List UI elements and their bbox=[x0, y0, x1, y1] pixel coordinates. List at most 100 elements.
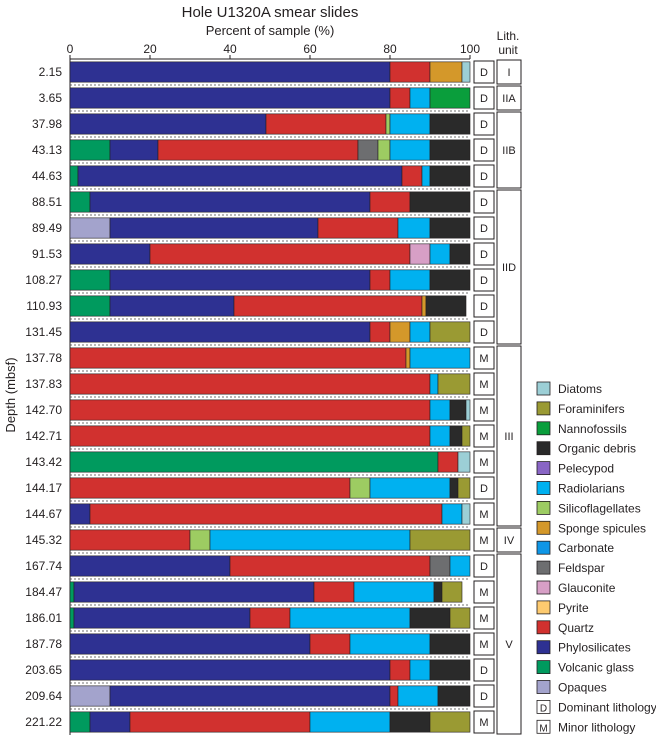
lithology-code-box bbox=[473, 632, 495, 656]
bar-segment-organic-debris bbox=[409, 607, 451, 629]
lithology-code: M bbox=[479, 613, 488, 625]
lithology-code-box bbox=[473, 424, 495, 448]
bar-segment-glauconite bbox=[409, 243, 431, 265]
lithology-code-box bbox=[473, 554, 495, 578]
lithology-code-box bbox=[473, 658, 495, 682]
bar-segment-quartz bbox=[69, 347, 407, 369]
bar-segment-sponge-spicules bbox=[389, 321, 411, 343]
lithology-code-box bbox=[473, 710, 495, 734]
bar-segment-radiolarians bbox=[409, 321, 431, 343]
bar-segment-organic-debris bbox=[389, 711, 431, 733]
bar-segment-radiolarians bbox=[309, 711, 391, 733]
bar-segment-quartz bbox=[129, 711, 311, 733]
x-tick-label: 0 bbox=[67, 42, 74, 56]
lithology-code: M bbox=[479, 379, 488, 391]
depth-label: 221.22 bbox=[25, 715, 62, 729]
depth-label: 137.78 bbox=[25, 351, 62, 365]
bar-segment-quartz bbox=[249, 607, 291, 629]
lithology-code-box bbox=[473, 190, 495, 214]
bar-segment-phylosilicates bbox=[109, 217, 319, 239]
lithology-code: D bbox=[480, 197, 488, 209]
bar-segment-quartz bbox=[69, 425, 431, 447]
legend-swatch-organic-debris bbox=[536, 441, 551, 456]
bar-segment-radiolarians bbox=[389, 139, 431, 161]
legend-swatch-silicoflagellates bbox=[536, 500, 551, 515]
bar-segment-foraminifers bbox=[441, 581, 463, 603]
bar-segment-organic-debris bbox=[429, 269, 471, 291]
legend-label: Diatoms bbox=[558, 382, 602, 396]
legend-label: Organic debris bbox=[558, 442, 636, 456]
lithology-code: D bbox=[480, 327, 488, 339]
legend-label: Phylosilicates bbox=[558, 641, 631, 655]
lithology-code-box bbox=[473, 112, 495, 136]
bar-segment-radiolarians bbox=[389, 269, 431, 291]
bar-segment-radiolarians bbox=[429, 243, 451, 265]
depth-label: 108.27 bbox=[25, 273, 62, 287]
legend-swatch-foraminifers bbox=[536, 401, 551, 416]
lithology-code-box bbox=[473, 684, 495, 708]
depth-label: 143.42 bbox=[25, 455, 62, 469]
bar-segment-sponge-spicules bbox=[405, 347, 411, 369]
lithology-code-box bbox=[473, 346, 495, 370]
bar-segment-quartz bbox=[369, 321, 391, 343]
bar-segment-quartz bbox=[69, 529, 191, 551]
depth-label: 167.74 bbox=[25, 559, 62, 573]
bar-segment-radiolarians bbox=[289, 607, 411, 629]
legend: Diatoms Foraminifers Nannofossils Organic d… bbox=[536, 381, 656, 734]
bar-segment-radiolarians bbox=[389, 113, 431, 135]
bar-segment-quartz bbox=[265, 113, 387, 135]
depth-label: 142.71 bbox=[25, 429, 62, 443]
bar-segment-quartz bbox=[309, 633, 351, 655]
bar-segment-radiolarians bbox=[429, 373, 439, 395]
bar-segment-quartz bbox=[69, 477, 351, 499]
bar-segment-organic-debris bbox=[429, 659, 471, 681]
bar-segment-radiolarians bbox=[429, 425, 451, 447]
legend-swatch-carbonate bbox=[536, 540, 551, 555]
lithology-code: D bbox=[480, 249, 488, 261]
bar-segment-phylosilicates bbox=[109, 685, 391, 707]
lith-unit-label: V bbox=[505, 639, 513, 651]
lithology-code: M bbox=[479, 431, 488, 443]
lithology-code: M bbox=[479, 535, 488, 547]
bar-segment-silicoflagellates bbox=[349, 477, 371, 499]
lithology-code: M bbox=[479, 353, 488, 365]
lithology-code-box bbox=[473, 216, 495, 240]
legend-lithology-code: M bbox=[539, 723, 547, 734]
bar-segment-quartz bbox=[369, 191, 411, 213]
legend-swatch-pyrite bbox=[536, 600, 551, 615]
bar-segment-radiolarians bbox=[349, 633, 431, 655]
bar-segment-quartz bbox=[389, 61, 431, 83]
bar-segment-organic-debris bbox=[437, 685, 471, 707]
bar-segment-volcanic-glass bbox=[69, 451, 439, 473]
lithology-code-box bbox=[473, 372, 495, 396]
lithology-code: M bbox=[479, 405, 488, 417]
bar-segment-quartz bbox=[437, 451, 459, 473]
bar-segment-feldspar bbox=[357, 139, 379, 161]
bar-segment-volcanic-glass bbox=[69, 295, 111, 317]
bar-segment-radiolarians bbox=[409, 659, 431, 681]
x-tick-label: 40 bbox=[223, 42, 237, 56]
bar-segment-volcanic-glass bbox=[69, 711, 91, 733]
depth-label: 137.83 bbox=[25, 377, 62, 391]
lithology-code-box bbox=[473, 398, 495, 422]
lithology-code-box bbox=[473, 294, 495, 318]
bar-segment-phylosilicates bbox=[69, 633, 311, 655]
bar-segment-phylosilicates bbox=[69, 659, 391, 681]
bar-segment-phylosilicates bbox=[69, 555, 231, 577]
lithology-code-box bbox=[473, 476, 495, 500]
lith-unit-box bbox=[496, 111, 522, 189]
bar-segment-foraminifers bbox=[429, 321, 471, 343]
lithology-code: M bbox=[479, 717, 488, 729]
bar-segment-quartz bbox=[157, 139, 359, 161]
bar-segment-diatoms bbox=[461, 61, 471, 83]
lithology-code-box bbox=[473, 606, 495, 630]
x-tick-label: 100 bbox=[460, 42, 480, 56]
lith-unit-box bbox=[496, 527, 522, 553]
bar-segment-volcanic-glass bbox=[69, 165, 79, 187]
lithology-code-box bbox=[473, 268, 495, 292]
x-axis-label: Percent of sample (%) bbox=[206, 23, 335, 38]
bar-segment-radiolarians bbox=[449, 555, 471, 577]
lithology-code-box bbox=[473, 528, 495, 552]
lithology-code: D bbox=[480, 301, 488, 313]
